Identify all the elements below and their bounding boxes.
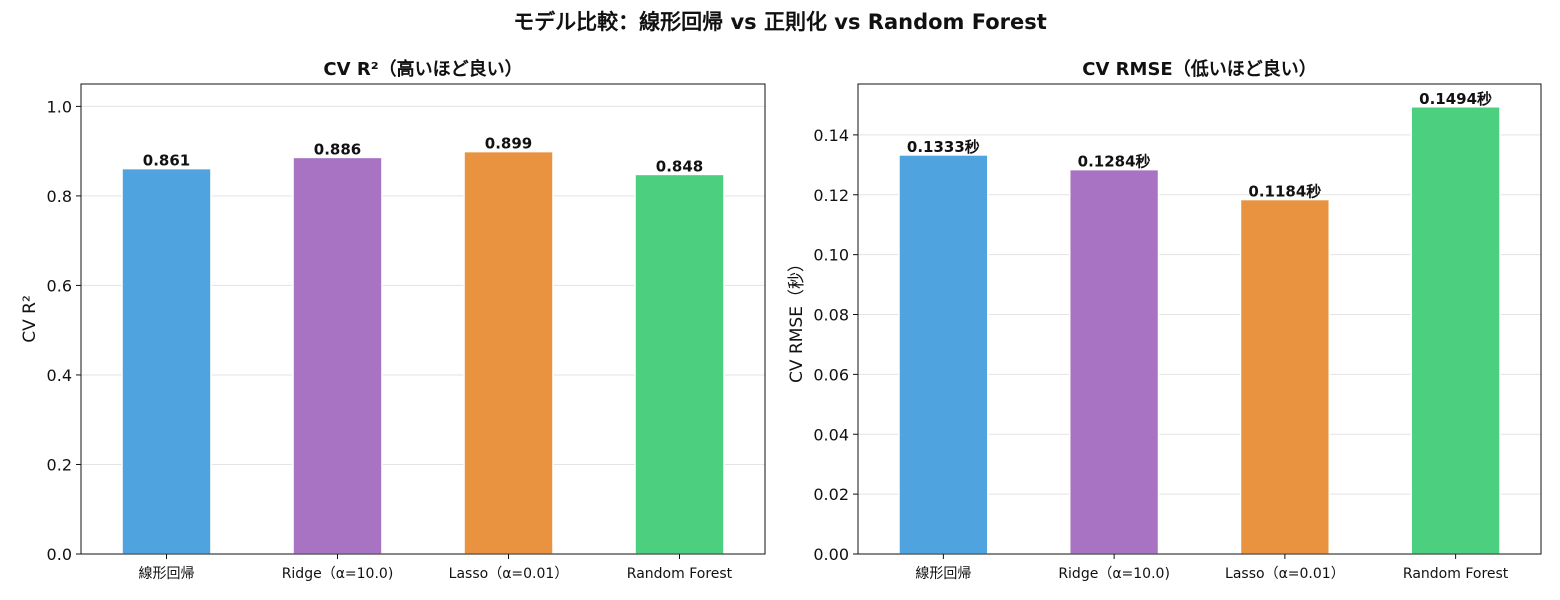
y-tick-label: 0.0 xyxy=(47,545,72,564)
bar xyxy=(1410,106,1501,555)
rmse-chart: CV RMSE（低いほど良い） 0.00 0.02 0.04 0.06 0.08 0.10 0… xyxy=(787,58,1542,582)
plot-frame xyxy=(857,83,1542,555)
x-tick-label: 線形回帰 xyxy=(915,565,971,582)
y-tick-label: 0.06 xyxy=(813,365,849,384)
y-tick-label: 0.00 xyxy=(813,545,849,564)
data-label: 0.848 xyxy=(656,157,703,175)
axis-title: CV R²（高いほど良い） xyxy=(323,58,522,80)
x-tick-label: Random Forest xyxy=(627,566,733,582)
y-tick-label: 0.08 xyxy=(813,306,849,325)
bar xyxy=(1068,168,1160,555)
plot-frame xyxy=(80,83,766,555)
x-tick-label: Lasso（α=0.01） xyxy=(449,566,569,582)
data-label: 0.899 xyxy=(485,135,532,153)
bar xyxy=(121,167,212,555)
x-tick-label: Ridge（α=10.0) xyxy=(282,566,394,582)
data-label: 0.886 xyxy=(314,140,361,158)
x-tick-label: Lasso（α=0.01） xyxy=(1225,566,1345,582)
y-tick-label: 0.4 xyxy=(47,366,72,385)
data-label: 0.1333秒 xyxy=(907,138,980,156)
x-tick-label: 線形回帰 xyxy=(139,565,195,582)
figure-title: モデル比較：線形回帰 vs 正則化 vs Random Forest xyxy=(513,10,1047,34)
axis-title: CV RMSE（低いほど良い） xyxy=(1082,58,1316,80)
y-tick-label: 0.6 xyxy=(47,276,72,295)
y-tick-label: 1.0 xyxy=(47,97,72,116)
data-label: 0.861 xyxy=(143,152,190,170)
x-tick-label: Ridge（α=10.0) xyxy=(1058,566,1170,582)
y-axis-label: CV R² xyxy=(20,295,40,343)
y-tick-label: 0.04 xyxy=(813,425,849,444)
y-axis-label: CV RMSE（秒） xyxy=(787,255,807,383)
y-tick-label: 0.14 xyxy=(813,126,849,145)
bar xyxy=(898,154,989,555)
bar xyxy=(292,156,383,555)
r2-chart: CV R²（高いほど良い） 0.0 0.2 0.4 0.6 0.8 1.0 0.861 線形回帰… xyxy=(20,58,766,582)
data-label: 0.1494秒 xyxy=(1419,90,1492,108)
x-tick-label: Random Forest xyxy=(1403,566,1509,582)
bar xyxy=(634,173,725,555)
y-tick-label: 0.8 xyxy=(47,187,72,206)
data-label: 0.1284秒 xyxy=(1078,153,1151,171)
data-label: 0.1184秒 xyxy=(1248,183,1321,201)
y-tick-label: 0.02 xyxy=(813,485,849,504)
bar xyxy=(1239,198,1331,555)
y-tick-label: 0.12 xyxy=(813,186,849,205)
bar xyxy=(463,150,554,555)
y-tick-label: 0.2 xyxy=(47,455,72,474)
y-tick-label: 0.10 xyxy=(813,246,849,265)
